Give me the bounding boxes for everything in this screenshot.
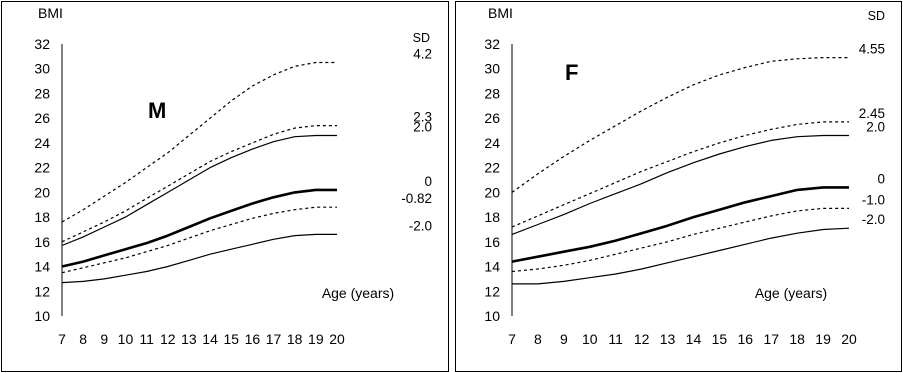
- y-tick-label: 12: [484, 283, 500, 299]
- sd-curve-label: 4.2: [413, 47, 432, 62]
- y-tick-label: 32: [34, 36, 50, 52]
- chart-panel-F: 10 12 14 16 18 20 22 24 26 28 30 32 7 8 9 10 11 12 13 14 15 1…: [455, 1, 902, 372]
- sd-curve-0: [511, 186, 849, 263]
- sd-curve-4.2: [61, 61, 337, 223]
- sd-curve-2.3: [61, 124, 337, 243]
- sd-curve-2.45: [511, 121, 849, 228]
- x-tick-label: 17: [763, 331, 779, 347]
- y-tick-label: 14: [484, 259, 500, 275]
- x-tick-label: 14: [686, 331, 702, 347]
- sd-curve-label: -2.0: [409, 218, 432, 233]
- x-tick-label: 8: [79, 331, 87, 347]
- sd-curve-label: 0: [877, 171, 885, 186]
- x-tick-label: 19: [815, 331, 831, 347]
- sd-curve--1.0: [511, 207, 849, 273]
- x-tick-label: 19: [308, 331, 324, 347]
- y-tick-label: 18: [484, 209, 500, 225]
- y-tick-label: 30: [34, 61, 50, 77]
- sd-curve--2.0: [61, 233, 337, 284]
- x-tick-label: 7: [58, 331, 66, 347]
- sd-header: SD: [413, 31, 430, 45]
- y-tick-label: 10: [484, 308, 500, 324]
- x-tick-label: 18: [789, 331, 805, 347]
- sex-label: F: [565, 60, 578, 85]
- x-tick-label: 8: [534, 331, 542, 347]
- sex-label: M: [148, 98, 166, 123]
- y-tick-label: 22: [484, 160, 500, 176]
- x-tick-label: 12: [160, 331, 176, 347]
- y-tick-label: 22: [34, 160, 50, 176]
- x-tick-label: 9: [100, 331, 108, 347]
- y-tick-label: 12: [34, 283, 50, 299]
- y-tick-label: 14: [34, 259, 50, 275]
- sd-curve--2.0: [512, 227, 850, 285]
- x-tick-label: 18: [287, 331, 303, 347]
- y-tick-label: 24: [34, 135, 50, 151]
- x-tick-label: 11: [139, 331, 154, 347]
- y-tick-label: 32: [484, 36, 500, 52]
- sd-curve-label: 0: [424, 174, 432, 189]
- sd-header: SD: [868, 9, 885, 23]
- y-axis-title: BMI: [488, 5, 513, 21]
- x-tick-label: 15: [712, 331, 728, 347]
- x-tick-label: 14: [202, 331, 218, 347]
- sd-curve-2.0: [61, 134, 337, 247]
- y-tick-label: 16: [484, 234, 500, 250]
- x-tick-label: 7: [508, 331, 516, 347]
- x-tick-label: 11: [608, 331, 623, 347]
- x-tick-label: 16: [245, 331, 261, 347]
- sd-curve-0: [61, 188, 337, 268]
- x-tick-label: 13: [181, 331, 197, 347]
- sd-curve-label: 2.0: [413, 119, 432, 134]
- sd-curve-4.55: [511, 56, 849, 193]
- x-tick-label: 10: [118, 331, 134, 347]
- y-tick-label: 10: [34, 308, 50, 324]
- sd-curve-2.0: [511, 134, 849, 235]
- y-tick-label: 16: [34, 234, 50, 250]
- x-tick-label: 17: [266, 331, 282, 347]
- sd-curve-label: -0.82: [401, 191, 432, 206]
- y-tick-label: 20: [484, 184, 500, 200]
- x-axis-title: Age (years): [322, 285, 394, 301]
- y-tick-label: 28: [34, 85, 50, 101]
- y-tick-label: 28: [484, 85, 500, 101]
- y-tick-label: 18: [34, 209, 50, 225]
- chart-panel-M: 10 12 14 16 18 20 22 24 26 28 30 32 7 8 9 10 11 12 13 14 15 1…: [1, 1, 449, 372]
- x-tick-label: 15: [223, 331, 239, 347]
- x-tick-label: 20: [841, 331, 857, 347]
- x-tick-label: 9: [560, 331, 568, 347]
- y-axis-title: BMI: [38, 5, 63, 21]
- y-tick-label: 30: [484, 61, 500, 77]
- y-tick-label: 20: [34, 184, 50, 200]
- sd-curve-label: 2.3: [413, 110, 432, 125]
- sd-curve-label: 2.45: [859, 106, 885, 121]
- sd-curve-label: 2.0: [866, 119, 885, 134]
- y-tick-label: 26: [484, 110, 500, 126]
- x-tick-label: 20: [329, 331, 345, 347]
- x-tick-label: 16: [738, 331, 754, 347]
- y-tick-label: 24: [484, 135, 500, 151]
- sd-curve-label: 4.55: [859, 42, 885, 57]
- sd-curve-label: -1.0: [862, 192, 885, 207]
- x-axis-title: Age (years): [755, 285, 827, 301]
- sd-curve-label: -2.0: [862, 212, 885, 227]
- x-tick-label: 13: [660, 331, 676, 347]
- x-tick-label: 12: [634, 331, 650, 347]
- y-tick-label: 26: [34, 110, 50, 126]
- panel-frame: [1, 1, 449, 372]
- x-tick-label: 10: [582, 331, 598, 347]
